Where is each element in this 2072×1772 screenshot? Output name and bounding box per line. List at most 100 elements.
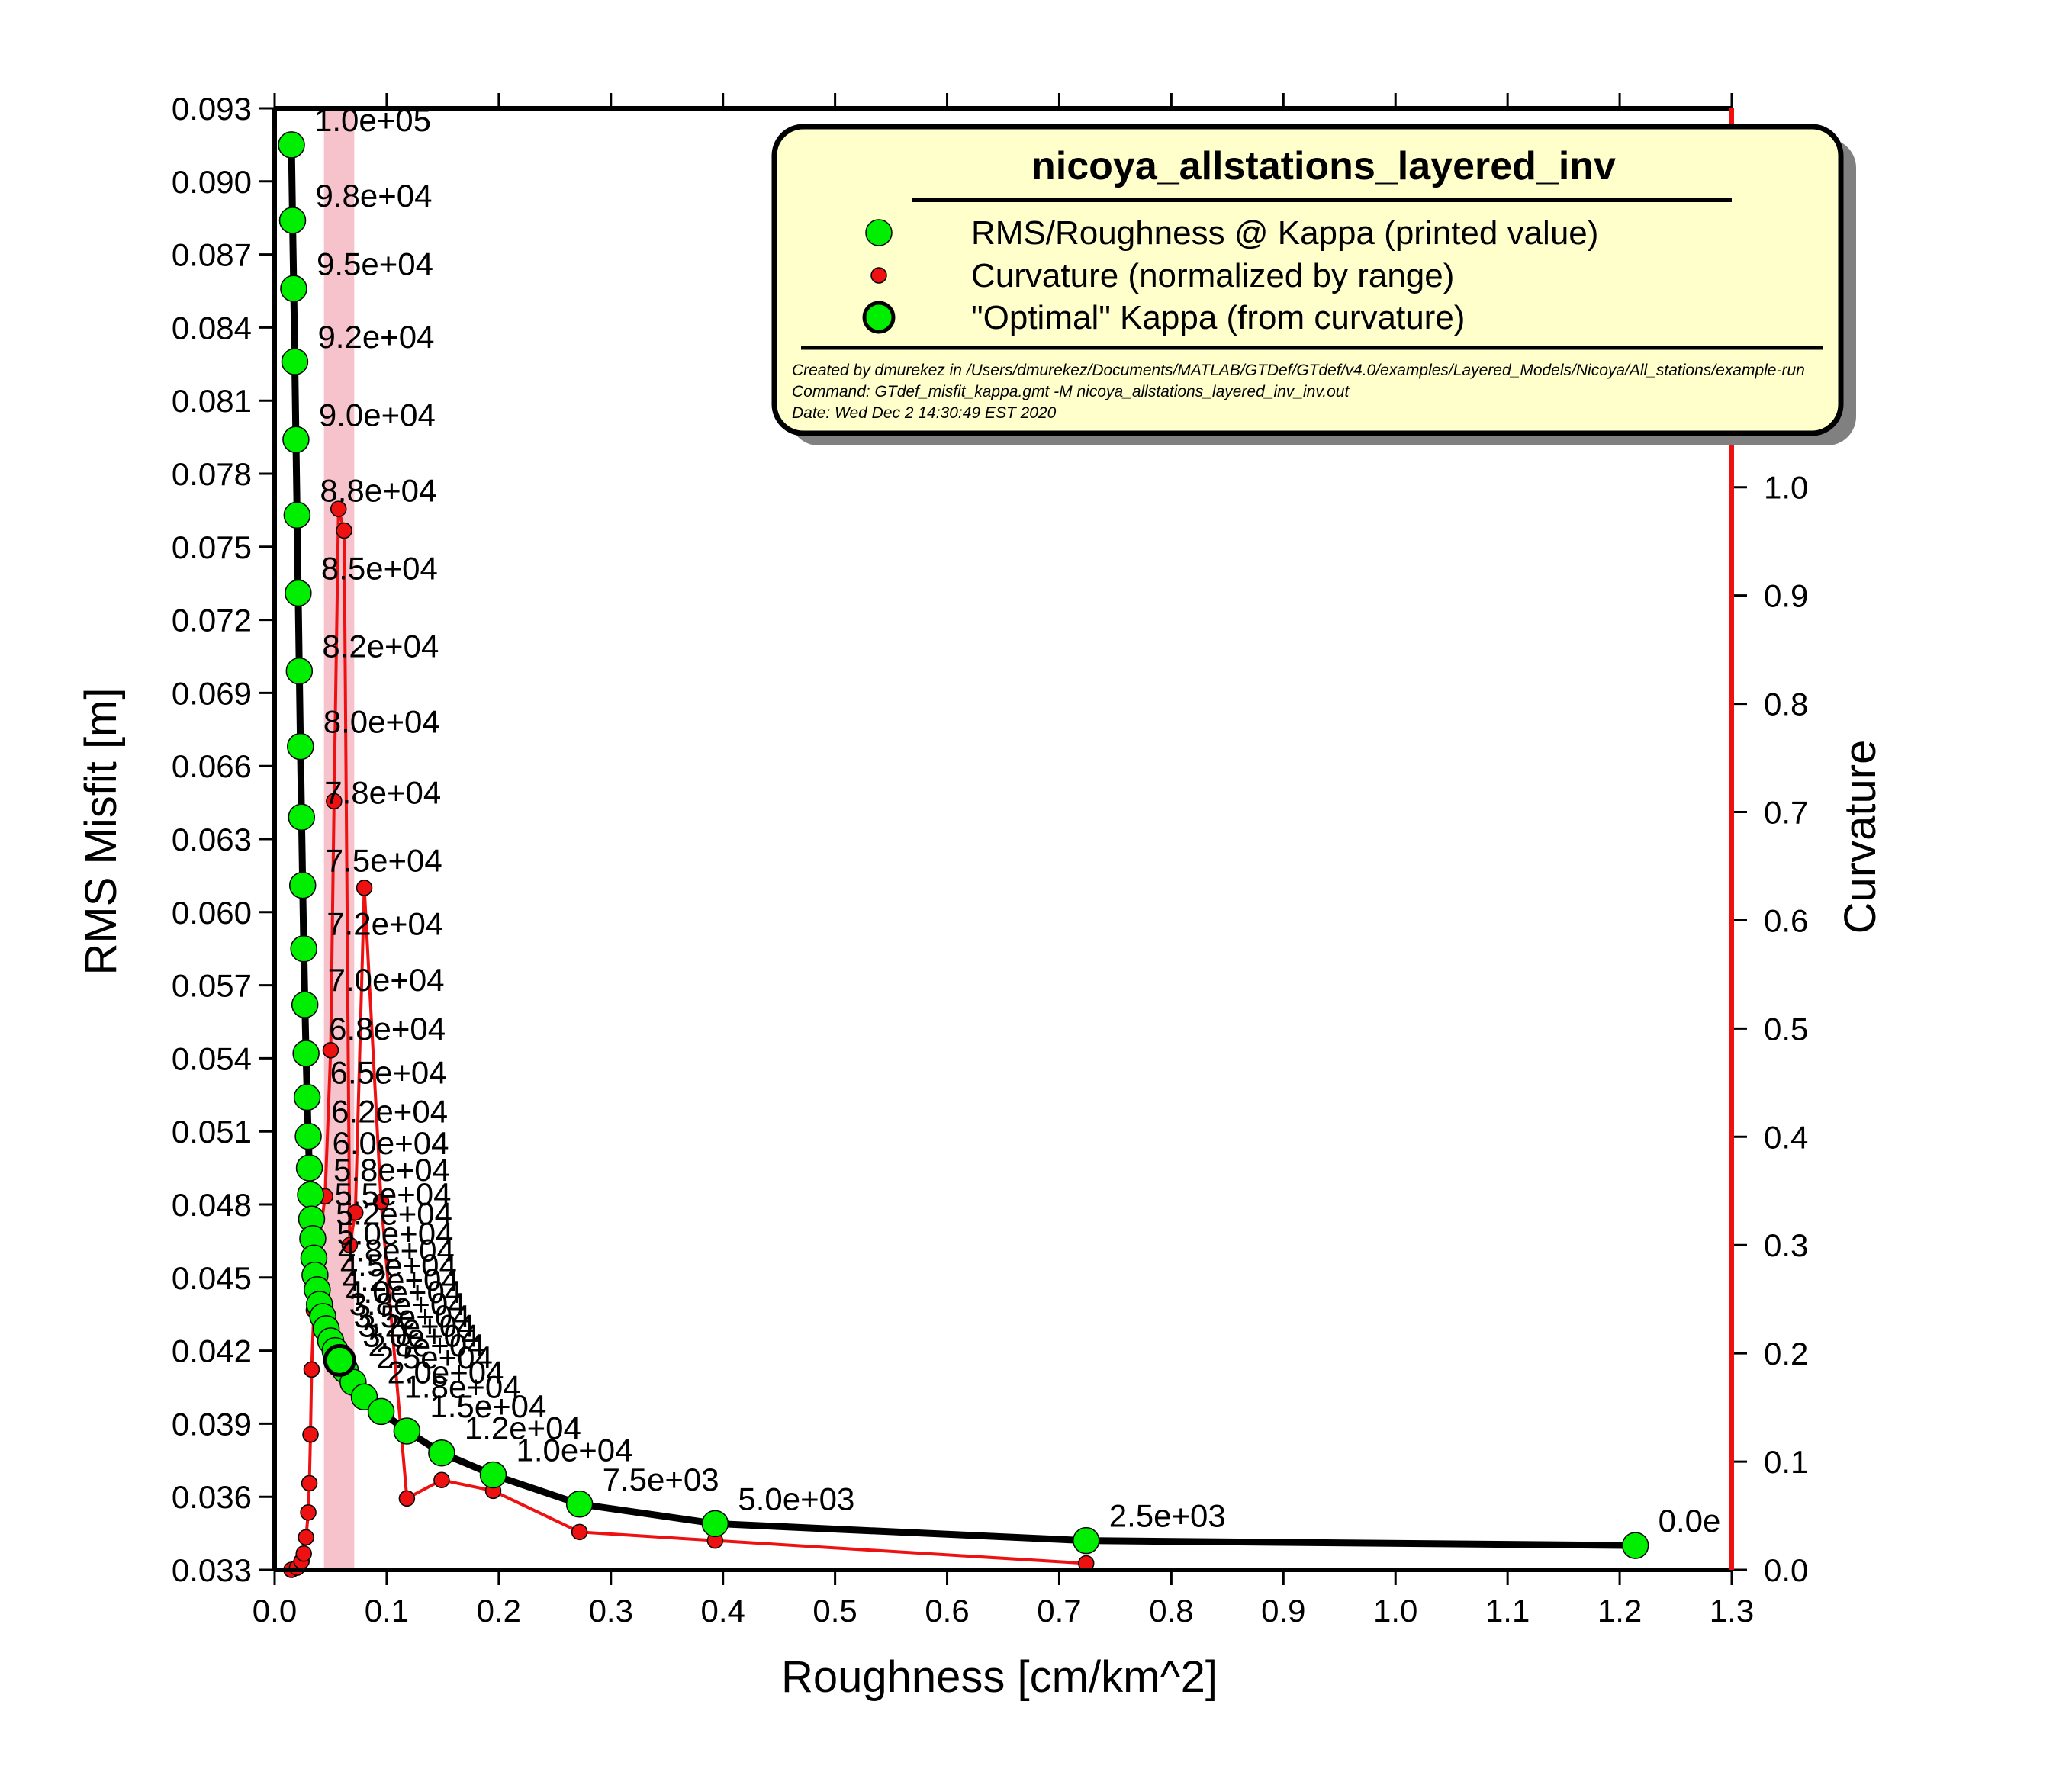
y-left-tick-label: 0.051 [172, 1114, 252, 1150]
x-tick-label: 0.0 [253, 1593, 297, 1629]
kappa-label: 4.2e+04 [343, 1262, 459, 1298]
legend-meta-created: Created by dmurekez in /Users/dmurekez/D… [792, 362, 1805, 379]
curvature-point [330, 500, 347, 517]
curvature-point [298, 1529, 314, 1546]
y-left-tick-label: 0.057 [172, 968, 252, 1004]
x-tick-label: 1.1 [1485, 1593, 1530, 1629]
curvature-point [336, 522, 352, 539]
kappa-label: 8.0e+04 [323, 704, 440, 740]
legend-box [771, 124, 1844, 436]
kappa-label: 6.5e+04 [330, 1054, 447, 1090]
legend-optimal-symbol [862, 301, 896, 334]
y-right-tick-label: 0.6 [1764, 902, 1808, 938]
x-tick-label: 0.5 [812, 1593, 857, 1629]
kappa-label: 9.8e+04 [316, 178, 433, 214]
x-tick-label: 0.9 [1261, 1593, 1305, 1629]
plot-frame [272, 106, 1734, 1572]
legend-rms-symbol [865, 219, 893, 246]
kappa-label: 9.2e+04 [317, 319, 434, 355]
kappa-label: 2.5e+04 [376, 1339, 493, 1375]
curvature-point [341, 1237, 359, 1253]
kappa-label: 2.0e+04 [388, 1354, 504, 1390]
kappa-label: 2.8e+04 [368, 1327, 485, 1363]
legend-meta-date: Date: Wed Dec 2 14:30:49 EST 2020 [792, 404, 1057, 422]
rms-point [297, 1181, 324, 1208]
y-left-tick-label: 0.090 [172, 164, 252, 200]
kappa-label: 3.5e+04 [353, 1298, 470, 1334]
optimal-kappa-point [323, 1343, 356, 1377]
tick-labels-layer: 0.0 0.1 0.2 0.3 0.4 0.5 0.6 0.7 0.8 0.9 1.0 1.1 1.2 1… [172, 91, 1809, 1629]
kappa-label: 3.2e+04 [358, 1308, 475, 1344]
kappa-label: 4.8e+04 [338, 1233, 455, 1269]
x-tick-label: 1.2 [1597, 1593, 1642, 1629]
y-right-tick-label: 0.4 [1764, 1119, 1808, 1155]
x-tick-label: 0.4 [700, 1593, 745, 1629]
rms-series-layer [278, 131, 1649, 1559]
y-right-tick-label: 0.1 [1764, 1444, 1808, 1480]
kappa-label: 5.5e+04 [334, 1176, 451, 1212]
y-left-tick-label: 0.072 [172, 603, 252, 638]
y-left-tick-label: 0.039 [172, 1406, 252, 1442]
kappa-label: 5.2e+04 [336, 1196, 452, 1232]
kappa-label: 7.5e+04 [326, 843, 442, 879]
rms-point [285, 579, 312, 607]
kappa-label: 6.2e+04 [331, 1094, 448, 1130]
x-tick-label: 0.3 [589, 1593, 633, 1629]
y-left-tick-label: 0.066 [172, 748, 252, 784]
curvature-point [302, 1426, 319, 1443]
y-left-tick-label: 0.045 [172, 1260, 252, 1296]
rms-point [701, 1510, 729, 1538]
rms-point [278, 207, 307, 234]
curvature-point [326, 793, 343, 810]
rms-point [288, 871, 317, 899]
y-left-tick-label: 0.093 [172, 91, 252, 127]
rms-point [283, 501, 311, 529]
x-axis-title: Roughness [cm/km^2] [781, 1652, 1218, 1702]
rms-point [479, 1461, 507, 1489]
kappa-label: 1.0e+04 [516, 1432, 633, 1468]
rms-point [280, 275, 307, 303]
y-left-tick-label: 0.084 [172, 310, 252, 346]
kappa-label: 3.0e+04 [362, 1317, 479, 1353]
legend-entry-curvature: Curvature (normalized by range) [971, 257, 1454, 294]
y-right-tick-label: 0.3 [1764, 1227, 1808, 1263]
y-left-tick-label: 0.060 [172, 895, 252, 931]
kappa-label: 0.0e [1659, 1503, 1721, 1539]
y-left-tick-label: 0.078 [172, 456, 252, 492]
kappa-label: 9.5e+04 [317, 246, 433, 281]
kappa-label: 4.0e+04 [346, 1274, 462, 1310]
y-axis-left-title: RMS Misfit [m] [76, 688, 126, 976]
y-left-tick-label: 0.054 [172, 1040, 252, 1076]
legend: nicoya_allstations_layered_inv RMS/Rough… [771, 124, 1856, 445]
rms-point [367, 1397, 395, 1426]
kappa-label: 7.5e+03 [603, 1462, 719, 1497]
rms-point [293, 1083, 321, 1111]
kappa-label: 5.0e+03 [738, 1481, 854, 1516]
rms-point [294, 1122, 322, 1150]
rms-point [290, 934, 317, 963]
y-right-tick-label: 0.7 [1764, 795, 1808, 831]
y-left-tick-label: 0.075 [172, 529, 252, 565]
curvature-series-layer [283, 500, 1095, 1578]
x-tick-label: 0.1 [365, 1593, 409, 1629]
x-tick-label: 1.0 [1373, 1593, 1417, 1629]
kappa-label: 8.2e+04 [322, 629, 439, 664]
rms-point [287, 732, 314, 761]
kappa-labels-layer: 1.0e+059.8e+049.5e+049.2e+049.0e+048.8e+… [314, 102, 1720, 1539]
kappa-label: 6.0e+04 [333, 1125, 449, 1161]
rms-point [291, 991, 319, 1018]
rms-point [281, 348, 309, 375]
kappa-label: 5.0e+04 [336, 1215, 453, 1251]
y-right-tick-label: 0.8 [1764, 687, 1808, 722]
y-right-tick-label: 0.5 [1764, 1011, 1808, 1047]
y-right-tick-label: 1.0 [1764, 470, 1808, 506]
kappa-label: 1.8e+04 [404, 1368, 521, 1404]
legend-title: nicoya_allstations_layered_inv [1031, 144, 1616, 188]
kappa-label: 2.5e+03 [1109, 1498, 1226, 1534]
y-axis-right-title: Curvature [1836, 740, 1885, 934]
y-left-tick-label: 0.036 [172, 1479, 252, 1515]
legend-meta-command: Command: GTdef_misfit_kappa.gmt -M nicoy… [792, 383, 1350, 400]
x-tick-label: 0.8 [1149, 1593, 1193, 1629]
y-left-tick-label: 0.048 [172, 1187, 252, 1223]
x-tick-label: 0.7 [1037, 1593, 1081, 1629]
